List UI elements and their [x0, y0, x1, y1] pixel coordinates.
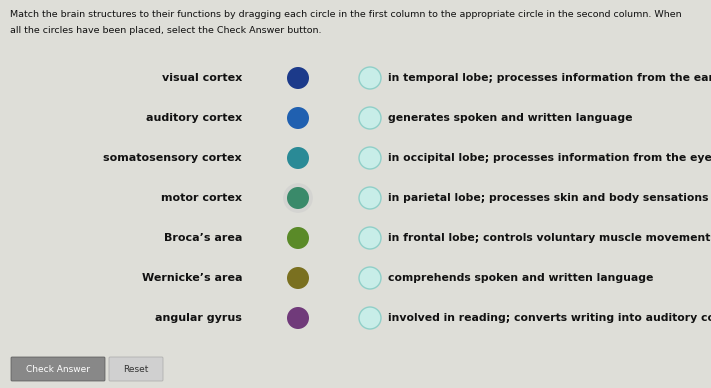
Text: visual cortex: visual cortex — [161, 73, 242, 83]
Text: somatosensory cortex: somatosensory cortex — [103, 153, 242, 163]
Circle shape — [359, 187, 381, 209]
Text: motor cortex: motor cortex — [161, 193, 242, 203]
Circle shape — [359, 307, 381, 329]
Circle shape — [287, 267, 309, 289]
Text: in occipital lobe; processes information from the eyes: in occipital lobe; processes information… — [388, 153, 711, 163]
Text: involved in reading; converts writing into auditory code: involved in reading; converts writing in… — [388, 313, 711, 323]
Text: in parietal lobe; processes skin and body sensations: in parietal lobe; processes skin and bod… — [388, 193, 708, 203]
Text: angular gyrus: angular gyrus — [155, 313, 242, 323]
Text: auditory cortex: auditory cortex — [146, 113, 242, 123]
Circle shape — [287, 147, 309, 169]
Circle shape — [287, 227, 309, 249]
Circle shape — [287, 307, 309, 329]
Text: in frontal lobe; controls voluntary muscle movements: in frontal lobe; controls voluntary musc… — [388, 233, 711, 243]
Circle shape — [359, 107, 381, 129]
Text: Reset: Reset — [123, 364, 149, 374]
Circle shape — [359, 227, 381, 249]
Circle shape — [287, 67, 309, 89]
Text: Wernicke’s area: Wernicke’s area — [141, 273, 242, 283]
Circle shape — [283, 183, 313, 213]
Text: comprehends spoken and written language: comprehends spoken and written language — [388, 273, 653, 283]
Circle shape — [287, 107, 309, 129]
Text: generates spoken and written language: generates spoken and written language — [388, 113, 633, 123]
FancyBboxPatch shape — [109, 357, 163, 381]
Text: Broca’s area: Broca’s area — [164, 233, 242, 243]
Circle shape — [359, 267, 381, 289]
Text: Match the brain structures to their functions by dragging each circle in the fir: Match the brain structures to their func… — [10, 10, 682, 19]
Circle shape — [359, 67, 381, 89]
FancyBboxPatch shape — [11, 357, 105, 381]
Text: Check Answer: Check Answer — [26, 364, 90, 374]
Circle shape — [359, 147, 381, 169]
Text: in temporal lobe; processes information from the ears: in temporal lobe; processes information … — [388, 73, 711, 83]
Text: all the circles have been placed, select the Check Answer button.: all the circles have been placed, select… — [10, 26, 321, 35]
Circle shape — [287, 187, 309, 209]
